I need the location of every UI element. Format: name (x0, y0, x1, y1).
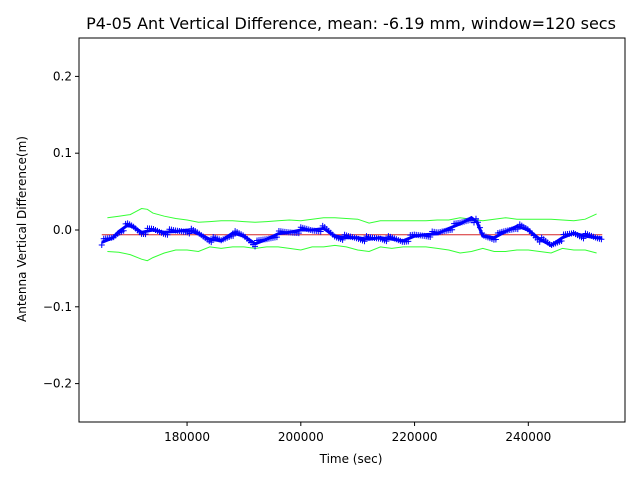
x-tick-label: 220000 (392, 430, 438, 444)
x-tick-label: 240000 (505, 430, 551, 444)
data-point (514, 226, 521, 233)
y-tick-label: 0.2 (53, 69, 72, 83)
data-point (361, 238, 368, 245)
data-point (536, 238, 543, 245)
chart-title: P4-05 Ant Vertical Difference, mean: -6.… (86, 14, 616, 33)
y-axis-label: Antenna Vertical Difference(m) (15, 136, 29, 322)
data-point (186, 230, 193, 237)
upper-envelope-line (107, 207, 597, 224)
data-point (449, 226, 456, 233)
data-point (474, 219, 481, 226)
x-tick-label: 180000 (164, 430, 210, 444)
data-point (427, 234, 434, 241)
data-point (558, 237, 565, 244)
data-point (598, 236, 605, 243)
data-point (273, 234, 280, 241)
x-axis-label: Time (sec) (319, 452, 383, 466)
y-axis: −0.2 −0.1 0.0 0.1 0.2 (43, 69, 79, 391)
data-point (405, 238, 412, 245)
data-point (492, 236, 499, 243)
data-point (142, 231, 149, 238)
data-point (476, 224, 483, 231)
data-point (339, 236, 346, 243)
data-point (164, 231, 171, 238)
plot-area (98, 207, 605, 262)
y-tick-label: 0.1 (53, 146, 72, 160)
lower-envelope-line (107, 244, 597, 262)
data-point (252, 243, 259, 250)
data-point (295, 230, 302, 237)
data-point (317, 228, 324, 235)
y-tick-label: −0.1 (43, 300, 72, 314)
data-point (472, 215, 479, 222)
data-point (208, 239, 215, 246)
data-point (580, 235, 587, 242)
x-tick-label: 200000 (278, 430, 324, 444)
y-tick-label: −0.2 (43, 377, 72, 391)
y-tick-label: 0.0 (53, 223, 72, 237)
data-point (383, 238, 390, 245)
data-point (120, 227, 127, 234)
data-series (98, 215, 605, 250)
data-point (98, 241, 105, 248)
data-point (230, 232, 237, 239)
x-axis: 180000 200000 220000 240000 (164, 422, 551, 444)
